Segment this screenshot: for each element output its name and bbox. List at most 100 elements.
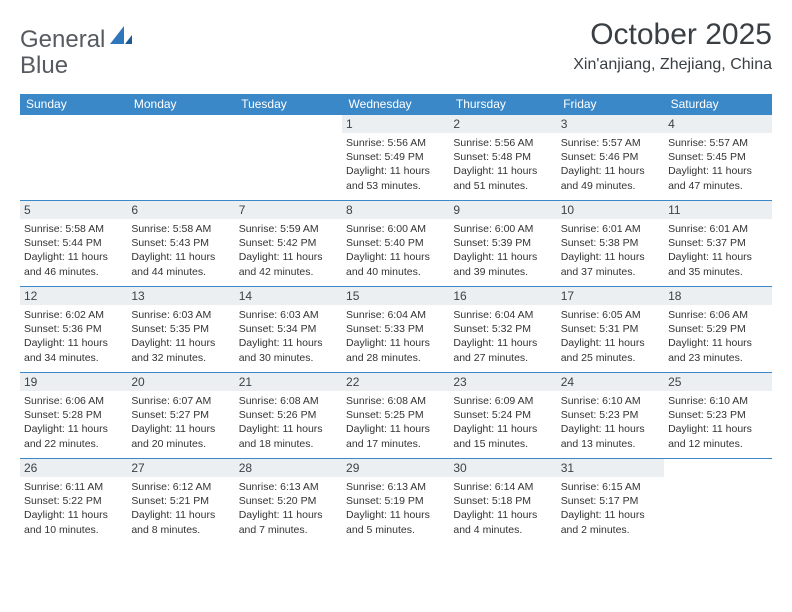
sunset-text: Sunset: 5:18 PM [453,494,552,508]
day-info: Sunrise: 6:01 AMSunset: 5:37 PMDaylight:… [668,222,767,279]
calendar-page: General October 2025 Xin'anjiang, Zhejia… [0,0,792,555]
sunset-text: Sunset: 5:29 PM [668,322,767,336]
daylight-text: Daylight: 11 hours and 8 minutes. [131,508,230,536]
day-number: 11 [664,201,771,219]
calendar-cell: 19Sunrise: 6:06 AMSunset: 5:28 PMDayligh… [20,373,127,459]
day-info: Sunrise: 6:10 AMSunset: 5:23 PMDaylight:… [668,394,767,451]
daylight-text: Daylight: 11 hours and 20 minutes. [131,422,230,450]
daylight-text: Daylight: 11 hours and 35 minutes. [668,250,767,278]
day-number: 3 [557,115,664,133]
calendar-cell: 8 Sunrise: 6:00 AMSunset: 5:40 PMDaylight… [342,201,449,287]
day-info: Sunrise: 6:12 AMSunset: 5:21 PMDaylight:… [131,480,230,537]
day-number: 10 [557,201,664,219]
sunset-text: Sunset: 5:49 PM [346,150,445,164]
sunset-text: Sunset: 5:27 PM [131,408,230,422]
weekday-header: Saturday [664,94,771,115]
daylight-text: Daylight: 11 hours and 7 minutes. [239,508,338,536]
sunrise-text: Sunrise: 6:08 AM [346,394,445,408]
day-number: 8 [342,201,449,219]
calendar-cell: 4 Sunrise: 5:57 AMSunset: 5:45 PMDaylight… [664,115,771,201]
page-title: October 2025 [573,18,772,52]
calendar-cell: 17Sunrise: 6:05 AMSunset: 5:31 PMDayligh… [557,287,664,373]
brand-text: General [20,26,105,54]
sunset-text: Sunset: 5:35 PM [131,322,230,336]
daylight-text: Daylight: 11 hours and 2 minutes. [561,508,660,536]
daylight-text: Daylight: 11 hours and 44 minutes. [131,250,230,278]
sunrise-text: Sunrise: 5:56 AM [346,136,445,150]
sunset-text: Sunset: 5:24 PM [453,408,552,422]
day-number: 20 [127,373,234,391]
sunrise-text: Sunrise: 6:06 AM [668,308,767,322]
day-info: Sunrise: 5:58 AMSunset: 5:43 PMDaylight:… [131,222,230,279]
day-number: 1 [342,115,449,133]
daylight-text: Daylight: 11 hours and 23 minutes. [668,336,767,364]
day-info: Sunrise: 6:10 AMSunset: 5:23 PMDaylight:… [561,394,660,451]
daylight-text: Daylight: 11 hours and 28 minutes. [346,336,445,364]
sail-icon [110,26,132,51]
day-number: 2 [449,115,556,133]
day-info: Sunrise: 6:06 AMSunset: 5:29 PMDaylight:… [668,308,767,365]
calendar-cell: 1 Sunrise: 5:56 AMSunset: 5:49 PMDaylight… [342,115,449,201]
daylight-text: Daylight: 11 hours and 49 minutes. [561,164,660,192]
day-number: 12 [20,287,127,305]
day-info: Sunrise: 5:59 AMSunset: 5:42 PMDaylight:… [239,222,338,279]
day-number: 21 [235,373,342,391]
sunset-text: Sunset: 5:22 PM [24,494,123,508]
day-info: Sunrise: 6:04 AMSunset: 5:33 PMDaylight:… [346,308,445,365]
daylight-text: Daylight: 11 hours and 42 minutes. [239,250,338,278]
sunrise-text: Sunrise: 6:03 AM [131,308,230,322]
sunrise-text: Sunrise: 6:04 AM [453,308,552,322]
sunrise-text: Sunrise: 6:13 AM [346,480,445,494]
calendar-cell: 5Sunrise: 5:58 AMSunset: 5:44 PMDaylight… [20,201,127,287]
calendar-cell: 14Sunrise: 6:03 AMSunset: 5:34 PMDayligh… [235,287,342,373]
day-number: 24 [557,373,664,391]
daylight-text: Daylight: 11 hours and 51 minutes. [453,164,552,192]
weekday-header: Wednesday [342,94,449,115]
day-info: Sunrise: 6:07 AMSunset: 5:27 PMDaylight:… [131,394,230,451]
weekday-header: Friday [557,94,664,115]
day-number: 27 [127,459,234,477]
sunset-text: Sunset: 5:39 PM [453,236,552,250]
calendar-cell: 21Sunrise: 6:08 AMSunset: 5:26 PMDayligh… [235,373,342,459]
calendar-cell: 15Sunrise: 6:04 AMSunset: 5:33 PMDayligh… [342,287,449,373]
day-info: Sunrise: 6:04 AMSunset: 5:32 PMDaylight:… [453,308,552,365]
calendar-cell: 30Sunrise: 6:14 AMSunset: 5:18 PMDayligh… [449,459,556,545]
daylight-text: Daylight: 11 hours and 18 minutes. [239,422,338,450]
daylight-text: Daylight: 11 hours and 53 minutes. [346,164,445,192]
calendar-cell: 12Sunrise: 6:02 AMSunset: 5:36 PMDayligh… [20,287,127,373]
day-number: 30 [449,459,556,477]
calendar-cell: 10Sunrise: 6:01 AMSunset: 5:38 PMDayligh… [557,201,664,287]
sunrise-text: Sunrise: 6:01 AM [561,222,660,236]
sunrise-text: Sunrise: 6:10 AM [668,394,767,408]
day-number: 31 [557,459,664,477]
sunset-text: Sunset: 5:40 PM [346,236,445,250]
sunrise-text: Sunrise: 5:57 AM [668,136,767,150]
weekday-header: Monday [127,94,234,115]
daylight-text: Daylight: 11 hours and 17 minutes. [346,422,445,450]
daylight-text: Daylight: 11 hours and 15 minutes. [453,422,552,450]
day-info: Sunrise: 5:58 AMSunset: 5:44 PMDaylight:… [24,222,123,279]
day-number: 4 [664,115,771,133]
calendar-cell: 23Sunrise: 6:09 AMSunset: 5:24 PMDayligh… [449,373,556,459]
sunset-text: Sunset: 5:28 PM [24,408,123,422]
brand-logo: General [20,26,134,54]
calendar-week-row: 5Sunrise: 5:58 AMSunset: 5:44 PMDaylight… [20,201,772,287]
sunset-text: Sunset: 5:21 PM [131,494,230,508]
daylight-text: Daylight: 11 hours and 47 minutes. [668,164,767,192]
sunrise-text: Sunrise: 5:57 AM [561,136,660,150]
daylight-text: Daylight: 11 hours and 27 minutes. [453,336,552,364]
sunset-text: Sunset: 5:32 PM [453,322,552,336]
calendar-cell: 7Sunrise: 5:59 AMSunset: 5:42 PMDaylight… [235,201,342,287]
calendar-week-row: 12Sunrise: 6:02 AMSunset: 5:36 PMDayligh… [20,287,772,373]
sunset-text: Sunset: 5:44 PM [24,236,123,250]
sunset-text: Sunset: 5:33 PM [346,322,445,336]
daylight-text: Daylight: 11 hours and 25 minutes. [561,336,660,364]
calendar-week-row: 26Sunrise: 6:11 AMSunset: 5:22 PMDayligh… [20,459,772,545]
day-info: Sunrise: 5:57 AMSunset: 5:45 PMDaylight:… [668,136,767,193]
day-info: Sunrise: 6:05 AMSunset: 5:31 PMDaylight:… [561,308,660,365]
day-number: 9 [449,201,556,219]
day-number: 16 [449,287,556,305]
day-info: Sunrise: 6:00 AMSunset: 5:40 PMDaylight:… [346,222,445,279]
sunset-text: Sunset: 5:42 PM [239,236,338,250]
calendar-cell [20,115,127,201]
